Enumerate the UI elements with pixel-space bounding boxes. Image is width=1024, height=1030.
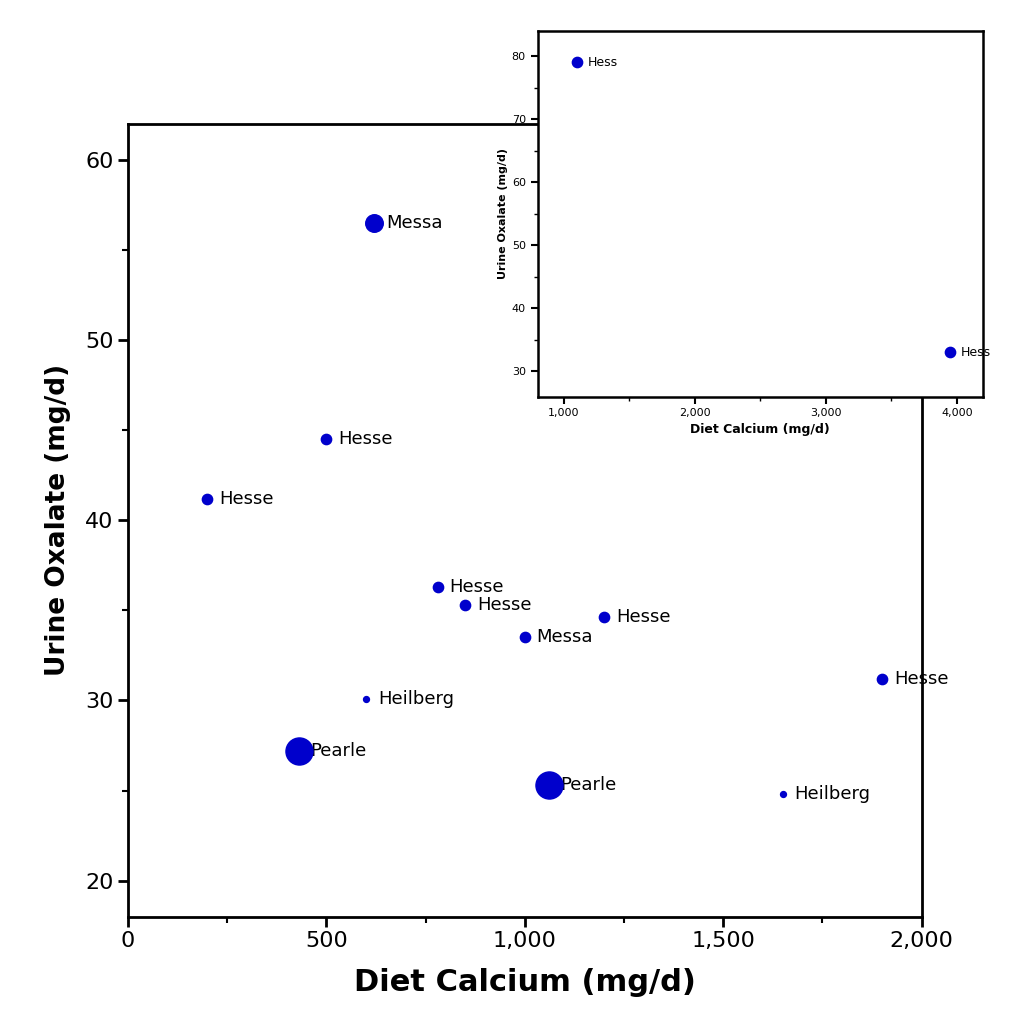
Y-axis label: Urine Oxalate (mg/d): Urine Oxalate (mg/d): [45, 364, 71, 677]
Point: [358, 690, 375, 707]
Text: Hesse: Hesse: [338, 431, 393, 448]
Point: [873, 671, 890, 687]
Text: Hess: Hess: [961, 346, 991, 358]
Point: [541, 777, 557, 793]
Text: Pearle: Pearle: [560, 777, 616, 794]
Text: Hesse: Hesse: [477, 596, 531, 614]
Text: Hesse: Hesse: [894, 670, 948, 688]
Point: [517, 629, 534, 646]
Text: Hesse: Hesse: [616, 609, 671, 626]
Point: [291, 743, 307, 759]
Point: [429, 579, 445, 595]
Text: Messa: Messa: [386, 214, 442, 232]
Point: [774, 786, 791, 802]
Text: Pearle: Pearle: [310, 742, 367, 760]
X-axis label: Diet Calcium (mg/d): Diet Calcium (mg/d): [354, 968, 695, 997]
Text: Heilberg: Heilberg: [378, 690, 454, 708]
Y-axis label: Urine Oxalate (mg/d): Urine Oxalate (mg/d): [498, 148, 508, 279]
X-axis label: Diet Calcium (mg/d): Diet Calcium (mg/d): [690, 422, 830, 436]
Point: [596, 610, 612, 626]
Point: [318, 431, 335, 447]
Point: [199, 490, 216, 507]
Text: Hess: Hess: [588, 56, 617, 69]
Text: Hesse: Hesse: [450, 578, 504, 595]
Text: Heilberg: Heilberg: [795, 785, 870, 803]
Text: Hesse: Hesse: [219, 489, 273, 508]
Text: Messa: Messa: [537, 628, 593, 646]
Point: [942, 344, 958, 360]
Point: [457, 596, 473, 613]
Point: [366, 214, 382, 231]
Point: [568, 55, 585, 71]
